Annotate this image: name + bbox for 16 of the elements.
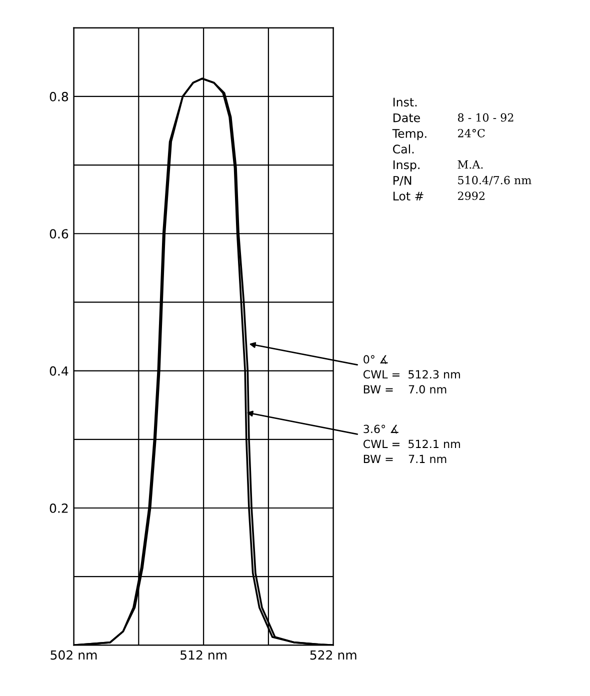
x-tick-label: 522 nm xyxy=(310,650,356,660)
annotation: 0° ∡ CWL = 512.3 nm BW = 7.0 nm xyxy=(363,355,460,394)
annotation: 3.6° ∡ CWL = 512.1 nm BW = 7.1 nm xyxy=(363,424,460,463)
text: Insp. M.A. xyxy=(394,160,483,172)
x-tick-label: 512 nm xyxy=(180,650,226,660)
y-tick-label: 0.8 xyxy=(50,92,68,102)
y-tick-label: 0.2 xyxy=(50,503,68,513)
y-tick-label: 0.6 xyxy=(50,229,68,239)
text: Lot # 2992 xyxy=(394,192,484,201)
text: Date 8 - 10 - 92 xyxy=(394,113,514,122)
text: Inst. xyxy=(394,98,417,107)
text: Temp. 24°C xyxy=(392,128,485,140)
x-tick-label: 502 nm xyxy=(50,650,97,660)
y-tick-label: 0.4 xyxy=(50,366,68,376)
text: Cal. xyxy=(393,144,414,154)
text: P/N 510.4/7.6 nm xyxy=(394,176,532,186)
